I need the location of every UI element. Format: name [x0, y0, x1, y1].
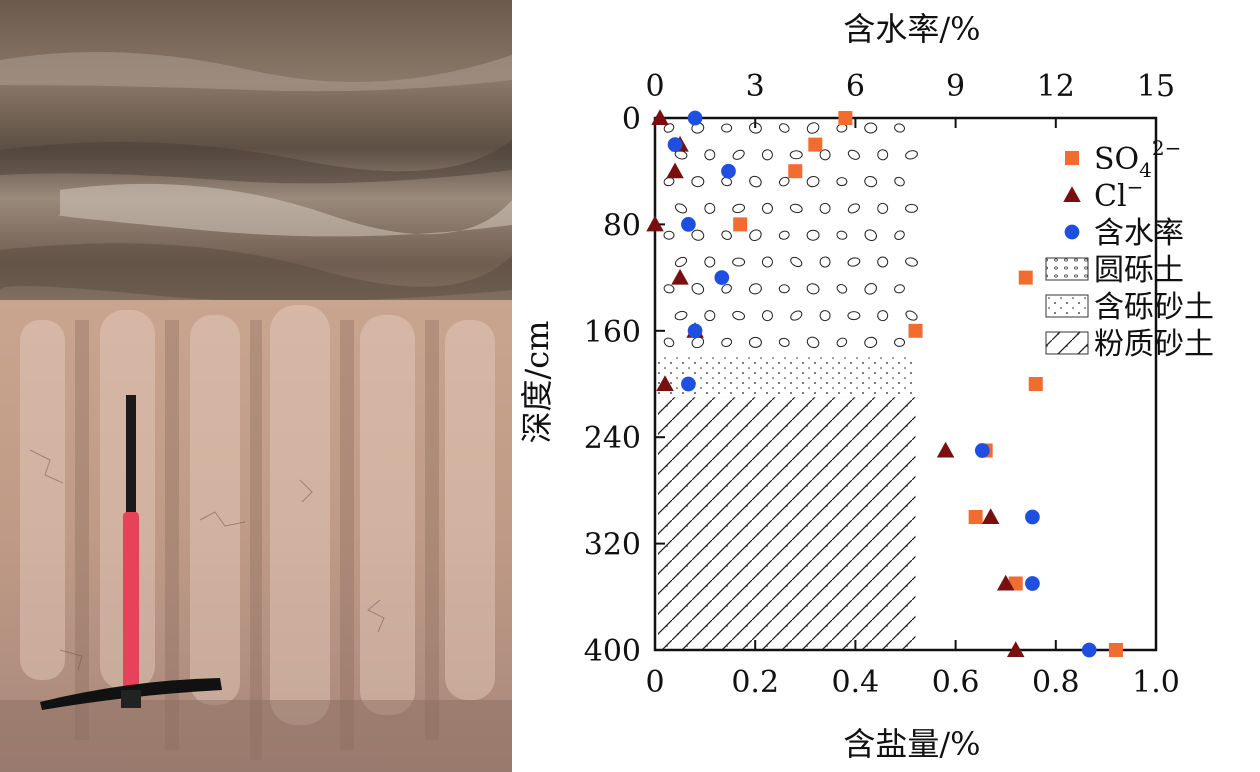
y-tick-label: 240: [584, 421, 641, 456]
bottom-tick-label: 1.0: [1132, 665, 1180, 700]
data-point-triangle: [1006, 641, 1025, 657]
data-point-triangle: [671, 268, 689, 285]
data-point-circle: [1025, 576, 1040, 591]
data-point-square: [788, 164, 803, 179]
soil-layer-patterns: [658, 122, 919, 650]
y-tick-label: 400: [584, 634, 641, 669]
legend-item: 圆砾土: [1045, 253, 1184, 288]
top-tick-label: 0: [645, 69, 664, 104]
legend-item: Cl−: [1063, 175, 1143, 214]
top-tick-label: 6: [846, 69, 865, 104]
data-point-square: [808, 137, 823, 152]
soil-layer-gravel: [663, 122, 919, 349]
data-point-triangle: [656, 375, 674, 391]
y-tick-label: 160: [584, 315, 641, 350]
data-point-circle: [974, 443, 990, 458]
data-point-square: [838, 111, 853, 125]
data-point-circle: [681, 217, 696, 232]
soil-layer-dots: [658, 357, 916, 398]
legend-label: 粉质砂土: [1094, 327, 1214, 362]
pickaxe-icon: [40, 395, 222, 710]
data-point-triangle: [651, 109, 669, 125]
series-circle: [667, 110, 1097, 658]
legend-swatch-gravel: [1045, 257, 1089, 281]
data-point-circle: [1081, 642, 1097, 658]
bottom-tick-label: 0: [645, 665, 664, 700]
legend-label: 圆砾土: [1094, 253, 1184, 288]
top-tick-label: 15: [1137, 69, 1175, 104]
legend-item: 含砾砂土: [1045, 290, 1214, 325]
soil-layer-hatch: [658, 397, 916, 650]
bottom-tick-label: 0.8: [1032, 665, 1080, 700]
data-point-circle: [681, 376, 696, 392]
bottom-tick-label: 0.2: [731, 665, 779, 700]
legend-label: 含砾砂土: [1094, 290, 1214, 325]
salt-moisture-depth-chart: 0 3 6 9 12 150 0.2 0.4 0.6 0.8 1.0080160240320400 …: [518, 10, 1214, 763]
data-point-triangle: [666, 162, 684, 179]
top-axis-label: 含水率/%: [843, 10, 980, 48]
data-point-square: [908, 323, 923, 338]
top-tick-label: 9: [946, 69, 965, 104]
legend-item: SO42−: [1065, 136, 1181, 182]
legend-marker-triangle: [1063, 186, 1081, 202]
data-point-circle: [687, 323, 703, 339]
data-point-square: [1018, 270, 1033, 285]
data-point-triangle: [646, 215, 664, 232]
legend-swatch-dots: [1045, 294, 1089, 318]
data-point-circle: [667, 137, 683, 152]
bottom-axis-label: 含盐量/%: [843, 725, 980, 763]
bottom-tick-label: 0.4: [832, 665, 880, 700]
data-points: [646, 109, 1123, 658]
y-tick-label: 0: [622, 102, 641, 137]
axis-ticks: 0 3 6 9 12 15 0 0.2 0.4 0.6 0.8 1.0 0 80 160 240 320 400: [584, 69, 1180, 700]
data-point-circle: [1025, 509, 1040, 525]
data-point-triangle: [996, 574, 1015, 591]
soil-profile-photo: [0, 0, 512, 772]
plot-frame: [653, 116, 1158, 652]
data-point-circle: [721, 163, 736, 179]
y-tick-label: 80: [603, 208, 641, 243]
legend-label: 含水率: [1094, 216, 1184, 251]
data-point-triangle: [936, 441, 955, 458]
data-point-circle: [714, 270, 730, 285]
bottom-tick-label: 0.6: [932, 665, 980, 700]
y-tick-label: 320: [584, 528, 641, 563]
data-point-square: [1108, 643, 1123, 657]
legend-label: Cl−: [1094, 175, 1143, 214]
data-point-circle: [687, 110, 703, 126]
data-point-triangle: [981, 508, 1000, 524]
data-point-square: [1028, 377, 1043, 391]
legend-swatch-hatch: [1045, 331, 1089, 355]
legend-marker-circle: [1064, 224, 1080, 240]
top-tick-label: 12: [1037, 69, 1075, 104]
legend-item: 含水率: [1064, 216, 1184, 251]
top-tick-label: 3: [746, 69, 765, 104]
data-point-square: [733, 217, 748, 232]
series-square: [733, 111, 1123, 657]
legend-label: SO42−: [1094, 136, 1181, 182]
legend-marker-square: [1065, 151, 1079, 165]
y-axis-label: 深度/cm: [518, 320, 556, 443]
legend-item: 粉质砂土: [1045, 327, 1214, 362]
data-point-square: [968, 510, 983, 524]
